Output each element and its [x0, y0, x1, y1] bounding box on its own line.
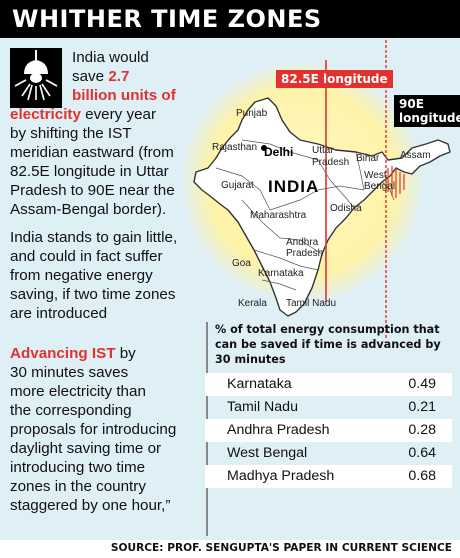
table-row: West Bengal 0.64: [205, 442, 452, 465]
para2-line-2: and could in fact suffer: [10, 248, 163, 265]
map-label-gujarat: Gujarat: [221, 180, 254, 191]
energy-savings-table: % of total energy consumption that can b…: [205, 322, 452, 488]
intro-line-3: billion units of: [72, 87, 176, 104]
table-heading: % of total energy consumption that can b…: [215, 323, 441, 366]
map-label-andhra: Andhra: [286, 237, 319, 248]
map-label-maharashtra: Maharashtra: [250, 210, 307, 221]
map-label-kerala: Kerala: [238, 298, 267, 309]
para3-line-2: 30 minutes saves: [10, 364, 129, 381]
para2-line-5: are introduced: [10, 305, 108, 322]
india-map: [193, 40, 451, 340]
map-label-bihar: Bihar: [356, 153, 380, 164]
intro-line-5: by shifting the IST: [10, 125, 132, 142]
para2-line-1: India stands to gain little,: [10, 229, 178, 246]
intro-line-4: electricity every year: [10, 105, 156, 124]
table-cell-state: Tamil Nadu: [227, 399, 298, 415]
india-outline: [193, 97, 451, 317]
para3-line-1: Advancing IST by: [10, 344, 136, 363]
table-cell-state: Madhya Pradesh: [227, 468, 335, 484]
para3-line-6: daylight saving time or: [10, 440, 162, 457]
table-cell-value: 0.28: [408, 422, 436, 438]
map-label-delhi: Delhi: [264, 145, 294, 159]
intro-line-9: Assam-Bengal border).: [10, 201, 167, 218]
map-label-uttar-pradesh: Pradesh: [312, 157, 350, 168]
para3-line-5: proposals for introducing: [10, 421, 177, 438]
para3-line-3: more electricity than: [10, 383, 146, 400]
intro-text: save: [72, 68, 109, 85]
map-label-tamilnadu: Tamil Nadu: [286, 298, 337, 309]
table-cell-value: 0.21: [408, 399, 436, 415]
map-label-andhra-pradesh: Pradesh: [286, 248, 324, 259]
table-cell-value: 0.68: [408, 468, 436, 484]
table-row: Tamil Nadu 0.21: [205, 396, 452, 419]
intro-text: every year: [80, 106, 157, 123]
table-cell-state: West Bengal: [227, 445, 308, 461]
para3-text: by: [115, 345, 136, 362]
para3-line-7: introducing two time: [10, 459, 146, 476]
map-label-karnataka: Karnataka: [258, 268, 304, 279]
highlight-amount: 2.7: [108, 68, 130, 85]
table-row: Andhra Pradesh 0.28: [205, 419, 452, 442]
page-title: WHITHER TIME ZONES: [12, 5, 322, 33]
intro-line-1: India would: [72, 49, 149, 66]
intro-line-6: meridian eastward (from: [10, 144, 174, 161]
highlight-advancing-ist: Advancing IST: [10, 345, 116, 362]
longitude-82-5-label: 82.5E longitude: [276, 70, 393, 88]
map-label-rajasthan: Rajasthan: [212, 142, 258, 153]
map-label-india: INDIA: [268, 177, 320, 196]
table-cell-value: 0.49: [408, 376, 436, 392]
map-label-goa: Goa: [232, 258, 251, 269]
highlight-electricity: electricity: [10, 106, 81, 123]
map-label-west: West: [364, 170, 387, 181]
table-row: Madhya Pradesh 0.68: [205, 465, 452, 488]
intro-line-2: save 2.7: [72, 67, 129, 86]
map-label-punjab: Punjab: [236, 108, 268, 119]
para2-line-3: from negative energy: [10, 267, 153, 284]
table-cell-state: Andhra Pradesh: [227, 422, 330, 438]
table-cell-state: Karnataka: [227, 376, 292, 392]
source-credit: SOURCE: PROF. SENGUPTA'S PAPER IN CURREN…: [110, 542, 452, 554]
para3-line-9: staggered by one hour,”: [10, 497, 171, 514]
source-bar: SOURCE: PROF. SENGUPTA'S PAPER IN CURREN…: [0, 540, 460, 558]
table-row: Karnataka 0.49: [205, 373, 452, 396]
para2-line-4: saving, if two time zones: [10, 286, 176, 303]
table-cell-value: 0.64: [408, 445, 436, 461]
map-label-assam: Assam: [400, 150, 431, 161]
intro-line-7: 82.5E longitude in Uttar: [10, 163, 169, 180]
para3-line-8: zones in the country: [10, 478, 146, 495]
map-label-bengal: Bengal: [364, 181, 396, 192]
lamp-icon: [10, 48, 62, 108]
intro-line-8: Pradesh to 90E near the: [10, 182, 175, 199]
longitude-90-label: 90E longitude: [394, 95, 460, 127]
map-label-odisha: Odisha: [330, 203, 362, 214]
map-label-uttar: Uttar: [312, 145, 334, 156]
title-bar: WHITHER TIME ZONES: [0, 0, 460, 38]
para3-line-4: the corresponding: [10, 402, 132, 419]
